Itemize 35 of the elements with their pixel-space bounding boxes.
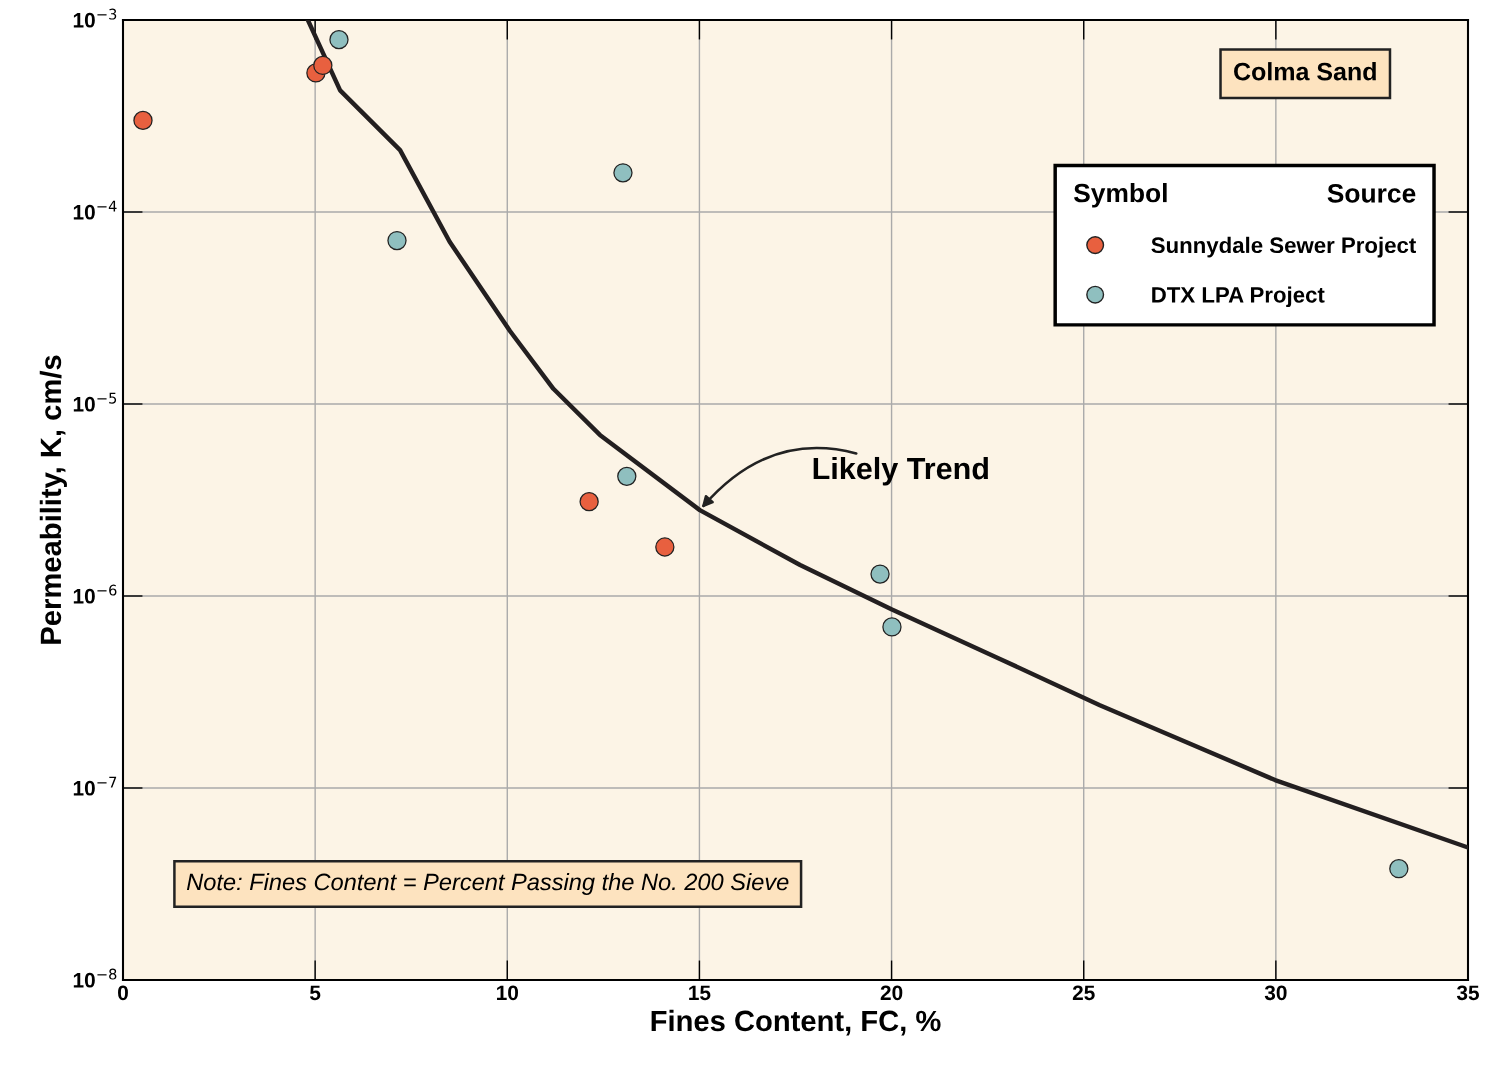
x-tick-label: 20 [880, 985, 903, 1001]
point [579, 491, 599, 512]
point [655, 537, 675, 557]
point [613, 163, 633, 183]
point [387, 230, 407, 251]
point [313, 55, 333, 76]
x-tick-label: 35 [1456, 985, 1480, 1001]
legend-label: DTX LPA Project [1152, 286, 1325, 308]
annotation: Likely Trend [813, 456, 988, 486]
point [329, 29, 349, 50]
point [1389, 859, 1409, 879]
point [617, 466, 637, 487]
legend-title: Source [1327, 183, 1416, 203]
y-axis-title: Permeability, K, cm/s [39, 355, 67, 644]
point [870, 564, 890, 584]
point [882, 617, 902, 637]
y-tick-label: 10$^{−8}$ [73, 968, 117, 988]
x-tick-label: 30 [1264, 985, 1287, 1001]
legend-label: Sunnydale Sewer Project [1151, 236, 1416, 258]
x-tick-label: 5 [309, 985, 321, 1001]
point [133, 110, 153, 131]
annotation: Colma Sand [1234, 62, 1376, 81]
line-series [305, 20, 1468, 850]
y-tick-label: 10$^{−7}$ [73, 776, 117, 796]
y-tick-label: 10$^{−6}$ [73, 584, 117, 604]
x-tick-label: 15 [689, 985, 711, 1001]
y-tick-label: 10$^{−4}$ [73, 200, 117, 220]
x-tick-label: 10 [497, 985, 519, 1001]
y-tick-label: 10$^{−3}$ [73, 8, 117, 28]
x-tick-label: 25 [1072, 985, 1095, 1001]
x-tick-label: 0 [118, 985, 128, 1001]
y-tick-label: 10$^{−5}$ [73, 392, 117, 412]
annotation: Symbol [1073, 182, 1167, 208]
x-axis-title: Fines Content, FC, % [651, 1009, 941, 1036]
annotation: Note: Fines Content = Percent Passing the No. 200 Sieve [186, 872, 789, 896]
